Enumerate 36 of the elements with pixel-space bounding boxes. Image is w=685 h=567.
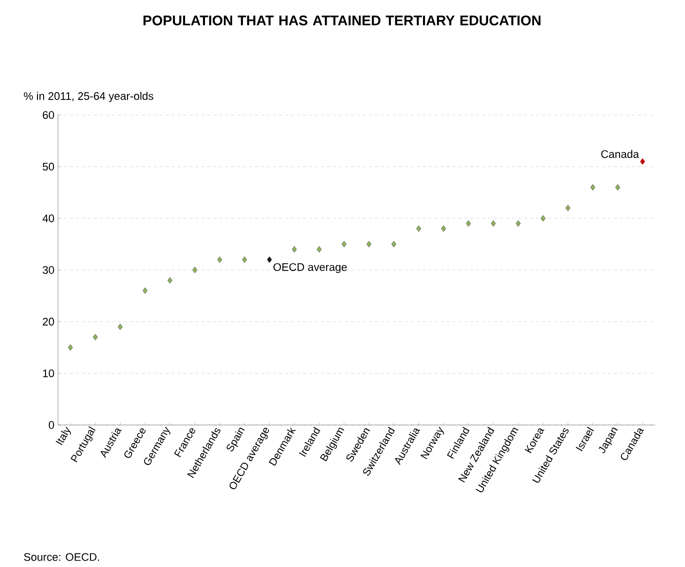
point xyxy=(217,256,222,263)
annotation: OECD average xyxy=(273,263,347,274)
point xyxy=(92,334,98,340)
point xyxy=(566,204,570,212)
point xyxy=(168,277,172,284)
point xyxy=(267,256,272,263)
y-tick-label: 30 xyxy=(42,266,54,274)
chart-subtitle: % in 2011, 25-64 year-olds xyxy=(24,92,154,102)
chart-title: POPULATION THAT HAS ATTAINED TERTIARY EDUCATION xyxy=(144,16,540,26)
point xyxy=(242,256,248,263)
y-tick-label: 50 xyxy=(42,162,54,171)
point xyxy=(142,287,148,294)
y-tick-label: 40 xyxy=(42,214,54,222)
point xyxy=(366,240,372,248)
y-tick-label: 10 xyxy=(43,369,54,378)
point xyxy=(192,266,198,274)
point xyxy=(540,215,546,222)
point xyxy=(342,240,347,248)
point xyxy=(118,324,123,330)
y-tick-label: 60 xyxy=(42,111,54,119)
point xyxy=(590,184,596,191)
point xyxy=(490,220,496,227)
point xyxy=(615,184,620,191)
point xyxy=(640,158,646,165)
point xyxy=(416,225,422,232)
annotation: Canada xyxy=(601,150,640,158)
source-note: Source: OECD. xyxy=(24,553,100,561)
point xyxy=(292,246,297,253)
point xyxy=(391,240,396,248)
point xyxy=(316,246,322,253)
y-tick-label: 20 xyxy=(42,318,54,326)
y-tick-label: 0 xyxy=(48,421,54,429)
point xyxy=(516,220,521,227)
point xyxy=(441,225,446,232)
point xyxy=(68,344,73,351)
point xyxy=(466,220,471,227)
